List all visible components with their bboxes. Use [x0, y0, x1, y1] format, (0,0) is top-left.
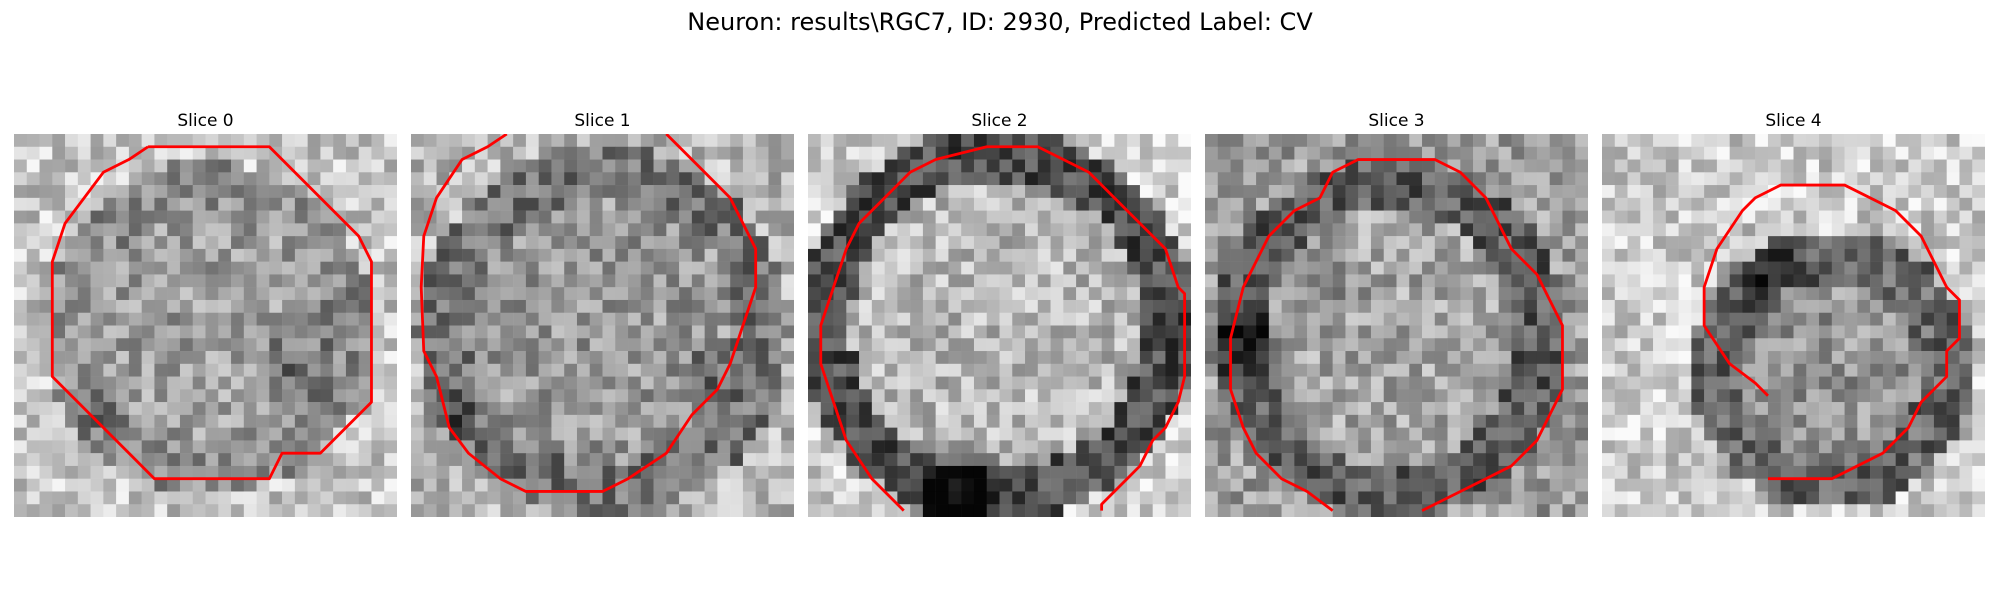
segmentation-contour [419, 134, 758, 493]
pixel-grid [1602, 134, 1985, 517]
slice-panel-4: Slice 4 [1602, 108, 1985, 517]
slice-panel-2: Slice 2 [808, 108, 1191, 517]
slice-title: Slice 1 [574, 111, 631, 131]
slice-image [808, 134, 1191, 517]
slice-image [14, 134, 397, 517]
slice-image [411, 134, 794, 517]
slice-title: Slice 4 [1765, 111, 1822, 131]
slice-panel-1: Slice 1 [411, 108, 794, 517]
slice-panel-0: Slice 0 [14, 108, 397, 517]
segmentation-contour [819, 145, 1187, 512]
slice-image [1205, 134, 1588, 517]
slice-title: Slice 2 [971, 111, 1028, 131]
slice-title: Slice 3 [1368, 111, 1425, 131]
pixel-grid [14, 134, 397, 517]
figure-title: Neuron: results\RGC7, ID: 2930, Predicte… [687, 8, 1313, 36]
pixel-grid [411, 134, 794, 517]
pixel-grid [1205, 134, 1588, 517]
slice-panel-3: Slice 3 [1205, 108, 1588, 517]
slice-title: Slice 0 [177, 111, 234, 131]
segmentation-contour [1229, 158, 1564, 512]
segmentation-contour [1702, 183, 1961, 481]
pixel-grid [808, 134, 1191, 517]
slice-image [1602, 134, 1985, 517]
segmentation-contour [50, 145, 373, 481]
